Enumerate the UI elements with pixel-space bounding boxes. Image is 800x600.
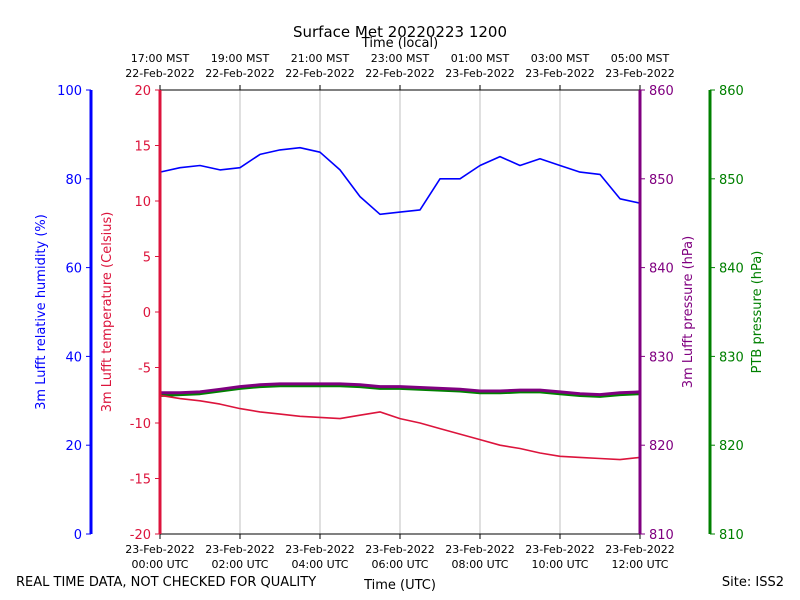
lufft-pressure-axis-tick-label: 810: [649, 528, 674, 543]
bottom-tick-date: 23-Feb-2022: [605, 543, 674, 556]
temp-axis-tick-label: -15: [130, 473, 151, 488]
ptb-pressure-axis-tick-label: 830: [719, 350, 744, 365]
ptb-pressure-axis-tick-label: 820: [719, 439, 744, 454]
temp-axis-tick-label: 20: [134, 84, 151, 99]
top-tick-date: 22-Feb-2022: [125, 67, 194, 80]
lufft-pressure-axis-label: 3m Lufft pressure (hPa): [681, 236, 696, 388]
lufft-pressure-axis-tick-label: 860: [649, 84, 674, 99]
rh-axis-tick-label: 80: [65, 173, 82, 188]
site-label: Site: ISS2: [721, 575, 784, 590]
3m-lufft-relative-humidity-line: [159, 146, 641, 216]
bottom-axis-label: Time (UTC): [363, 578, 436, 593]
bottom-tick-time: 12:00 UTC: [611, 558, 668, 571]
temp-axis-tick-label: -10: [130, 417, 151, 432]
top-tick-time: 23:00 MST: [371, 52, 430, 65]
top-tick-date: 22-Feb-2022: [285, 67, 354, 80]
temp-axis-tick-label: -5: [138, 362, 151, 377]
lufft-pressure-axis-tick-label: 830: [649, 350, 674, 365]
top-tick-date: 23-Feb-2022: [445, 67, 514, 80]
bottom-tick-date: 23-Feb-2022: [285, 543, 354, 556]
series-layer: [159, 146, 641, 461]
bottom-tick-date: 23-Feb-2022: [365, 543, 434, 556]
lufft-pressure-axis-tick-label: 820: [649, 439, 674, 454]
bottom-tick-date: 23-Feb-2022: [445, 543, 514, 556]
top-tick-time: 01:00 MST: [451, 52, 510, 65]
ptb-pressure-axis-tick-label: 850: [719, 173, 744, 188]
top-tick-time: 17:00 MST: [131, 52, 190, 65]
top-tick-time: 05:00 MST: [611, 52, 670, 65]
ptb-pressure-axis-tick-label: 810: [719, 528, 744, 543]
temp-axis-tick-label: 10: [134, 195, 151, 210]
axes-layer: 23-Feb-2022 00:00 UTC 23-Feb-2022 02:00 UTC…: [34, 52, 765, 571]
rh-axis-label: 3m Lufft relative humidity (%): [34, 214, 49, 410]
lufft-pressure-axis-tick-label: 850: [649, 173, 674, 188]
rh-axis-tick-label: 40: [65, 350, 82, 365]
top-tick-date: 22-Feb-2022: [205, 67, 274, 80]
top-tick-date: 22-Feb-2022: [365, 67, 434, 80]
ptb-pressure-axis-tick-label: 860: [719, 84, 744, 99]
lufft-pressure-axis-tick-label: 840: [649, 262, 674, 277]
ptb-pressure-axis-tick-label: 840: [719, 262, 744, 277]
top-axis-label: Time (local): [361, 36, 438, 51]
grid-lines: [239, 90, 561, 534]
bottom-tick-time: 02:00 UTC: [211, 558, 268, 571]
top-tick-time: 19:00 MST: [211, 52, 270, 65]
chart-title: Surface Met 20220223 1200: [293, 23, 507, 41]
bottom-tick-time: 00:00 UTC: [131, 558, 188, 571]
temp-axis-label: 3m Lufft temperature (Celsius): [100, 212, 115, 413]
top-tick-time: 03:00 MST: [531, 52, 590, 65]
rh-axis-tick-label: 0: [74, 528, 82, 543]
temp-axis-tick-label: 15: [134, 140, 151, 155]
temp-axis-tick-label: 0: [143, 306, 151, 321]
bottom-tick-date: 23-Feb-2022: [525, 543, 594, 556]
top-tick-date: 23-Feb-2022: [525, 67, 594, 80]
data-quality-disclaimer: REAL TIME DATA, NOT CHECKED FOR QUALITY: [16, 575, 317, 590]
3m-lufft-pressure-line: [160, 382, 641, 397]
temp-axis-tick-label: 5: [143, 251, 151, 266]
rh-axis-tick-label: 60: [65, 262, 82, 277]
bottom-tick-time: 10:00 UTC: [531, 558, 588, 571]
bottom-tick-time: 06:00 UTC: [371, 558, 428, 571]
rh-axis-tick-label: 100: [57, 84, 82, 99]
bottom-tick-date: 23-Feb-2022: [125, 543, 194, 556]
rh-axis-tick-label: 20: [65, 439, 82, 454]
top-tick-date: 23-Feb-2022: [605, 67, 674, 80]
temp-axis-tick-label: -20: [130, 528, 151, 543]
ptb-pressure-line: [159, 384, 641, 398]
top-tick-time: 21:00 MST: [291, 52, 350, 65]
bottom-tick-date: 23-Feb-2022: [205, 543, 274, 556]
bottom-tick-time: 04:00 UTC: [291, 558, 348, 571]
3m-lufft-temperature-line: [159, 394, 641, 461]
bottom-tick-time: 08:00 UTC: [451, 558, 508, 571]
ptb-pressure-axis-label: PTB pressure (hPa): [750, 251, 765, 374]
